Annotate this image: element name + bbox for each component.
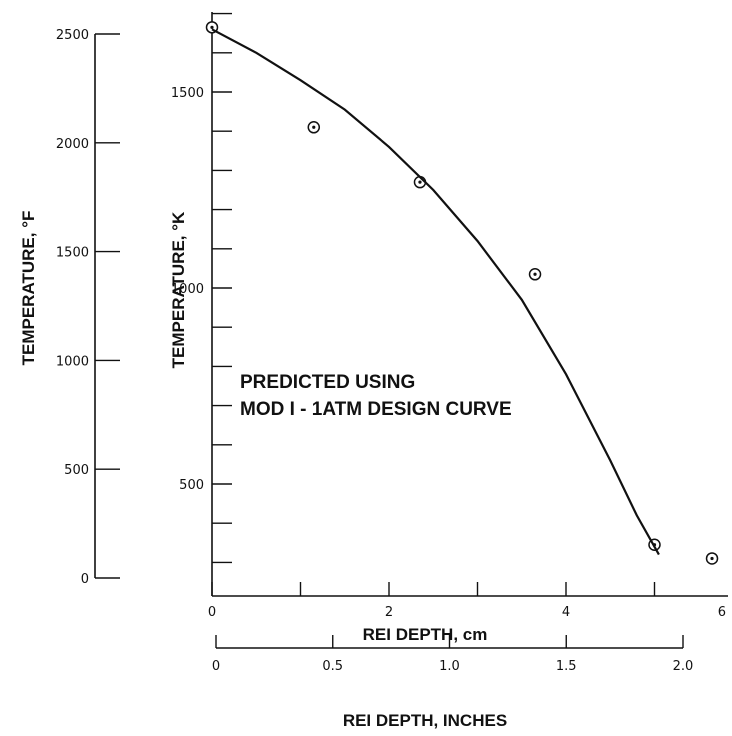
y-kelvin-tick-label: 1500 — [171, 86, 204, 101]
x-cm-tick-label: 6 — [718, 605, 726, 620]
annotation: PREDICTED USING MOD I - 1ATM DESIGN CURV… — [240, 372, 512, 420]
data-point-center — [312, 125, 316, 129]
plot-area — [205, 21, 719, 565]
predicted-curve — [211, 28, 660, 556]
x-inches-tick-label: 1.0 — [439, 659, 460, 674]
data-point-center — [533, 272, 537, 276]
x-inches-tick-label: 0.5 — [322, 659, 343, 674]
x-axis-cm: 0 2 4 6 REI DEPTH, cm — [208, 582, 728, 644]
y-fahrenheit-tick-label: 2000 — [56, 137, 89, 152]
x-axis-cm-title: REI DEPTH, cm — [363, 625, 488, 644]
annotation-line-1: PREDICTED USING — [240, 372, 415, 393]
x-cm-tick-label: 0 — [208, 605, 216, 620]
x-axis-inches: 0 0.5 1.0 1.5 2.0 REI DEPTH, INCHES — [212, 635, 693, 730]
x-inches-tick-label: 1.5 — [556, 659, 577, 674]
y-fahrenheit-tick-label: 500 — [64, 463, 89, 478]
y-kelvin-tick-label: 500 — [179, 478, 204, 493]
y-fahrenheit-tick-label: 1000 — [56, 354, 89, 369]
y-axis-kelvin: 500 1000 1500 TEMPERATURE, °K — [169, 12, 232, 596]
y-kelvin-tick-label: 1000 — [171, 282, 204, 297]
y-axis-fahrenheit: 0 500 1000 1500 2000 2500 TEMPERATURE, °F — [19, 28, 120, 587]
y-fahrenheit-tick-label: 0 — [81, 572, 89, 587]
x-cm-tick-label: 2 — [385, 605, 393, 620]
x-inches-tick-label: 2.0 — [673, 659, 694, 674]
y-axis-kelvin-title: TEMPERATURE, °K — [169, 211, 188, 368]
data-point-center — [210, 25, 214, 29]
x-axis-inches-title: REI DEPTH, INCHES — [343, 711, 507, 730]
data-point-center — [710, 556, 714, 561]
y-fahrenheit-tick-label: 2500 — [56, 28, 89, 43]
y-fahrenheit-tick-label: 1500 — [56, 246, 89, 261]
x-cm-tick-label: 4 — [562, 605, 570, 620]
data-point-center — [418, 180, 422, 184]
annotation-line-2: MOD I - 1ATM DESIGN CURVE — [240, 399, 512, 420]
y-axis-fahrenheit-title: TEMPERATURE, °F — [19, 211, 38, 366]
x-inches-tick-label: 0 — [212, 659, 220, 674]
